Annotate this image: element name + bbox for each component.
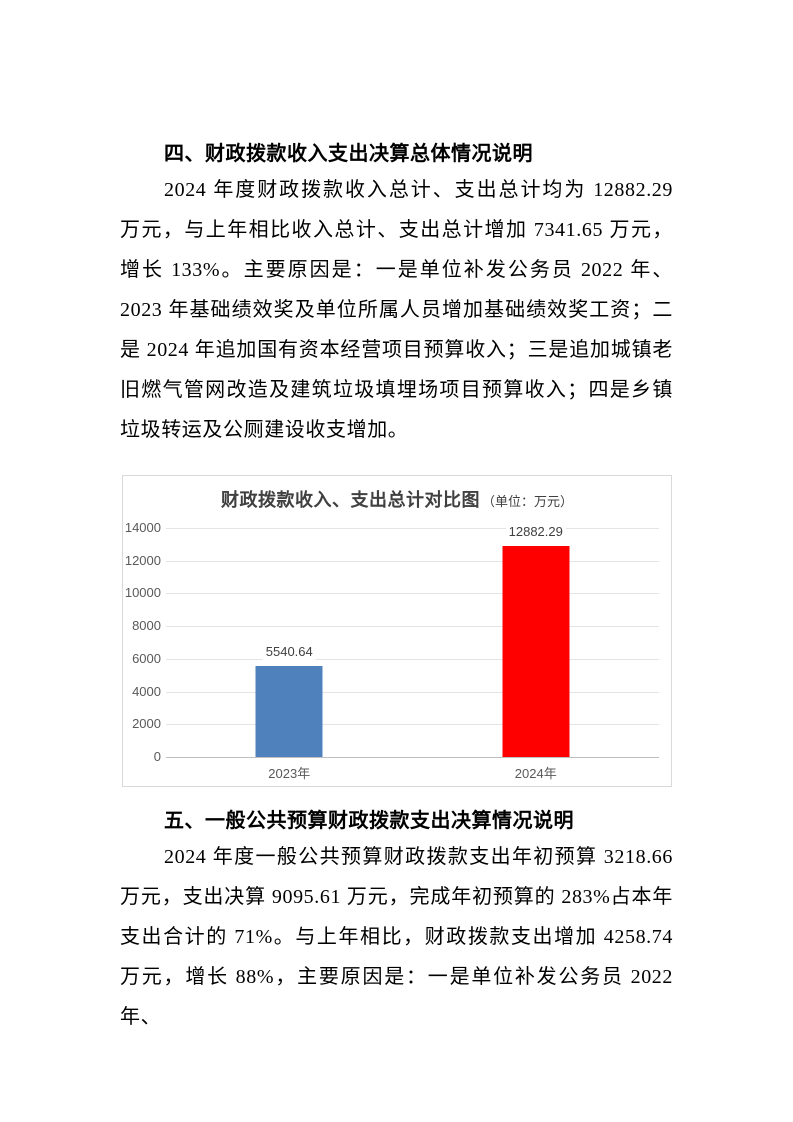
y-gridline — [166, 528, 659, 529]
section4-heading: 四、财政拨款收入支出决算总体情况说明 — [164, 143, 533, 165]
chart-title-text: 财政拨款收入、支出总计对比图 — [220, 490, 480, 510]
y-gridline — [166, 691, 659, 693]
y-axis-tick-label: 2000 — [132, 716, 161, 732]
chart-title: 财政拨款收入、支出总计对比图 （单位：万元） — [123, 486, 671, 512]
y-axis-tick-label: 8000 — [132, 618, 161, 634]
y-axis-tick-label: 6000 — [132, 650, 161, 666]
y-axis-tick-label: 4000 — [132, 683, 161, 699]
y-gridline — [166, 626, 659, 628]
x-axis-category-label: 2024年 — [514, 766, 557, 781]
bar-value-label: 5540.64 — [262, 644, 316, 661]
section5-heading: 五、一般公共预算财政拨款支出决算情况说明 — [164, 810, 574, 832]
bar-chart: 财政拨款收入、支出总计对比图 （单位：万元） 0 2000 4000 6000 8000 1… — [122, 475, 672, 787]
bar-2024年 — [502, 546, 570, 757]
y-axis-tick-label: 0 — [153, 749, 161, 764]
y-gridline — [166, 724, 659, 726]
x-axis-category-label: 2023年 — [268, 766, 311, 781]
chart-unit-label: （单位：万元） — [481, 494, 573, 509]
x-axis-line — [166, 757, 659, 758]
bar-2023年 — [255, 666, 323, 757]
bar-value-label: 12882.29 — [505, 524, 566, 541]
y-gridline — [166, 560, 659, 562]
y-axis-tick-label: 12000 — [124, 552, 161, 568]
section5-paragraph: 2024 年度一般公共预算财政拨款支出年初预算 3218.66 万元，支出决算 … — [120, 846, 673, 1028]
y-gridline — [166, 593, 659, 595]
section4-paragraph: 2024 年度财政拨款收入总计、支出总计均为 12882.29 万元，与上年相比… — [120, 179, 673, 441]
chart-plot-area: 0 2000 4000 6000 8000 10000 12000 14000 5540.64 2… — [123, 476, 671, 786]
y-gridline — [166, 658, 659, 660]
y-axis-tick-label: 14000 — [124, 520, 161, 535]
y-axis-tick-label: 10000 — [124, 585, 161, 601]
